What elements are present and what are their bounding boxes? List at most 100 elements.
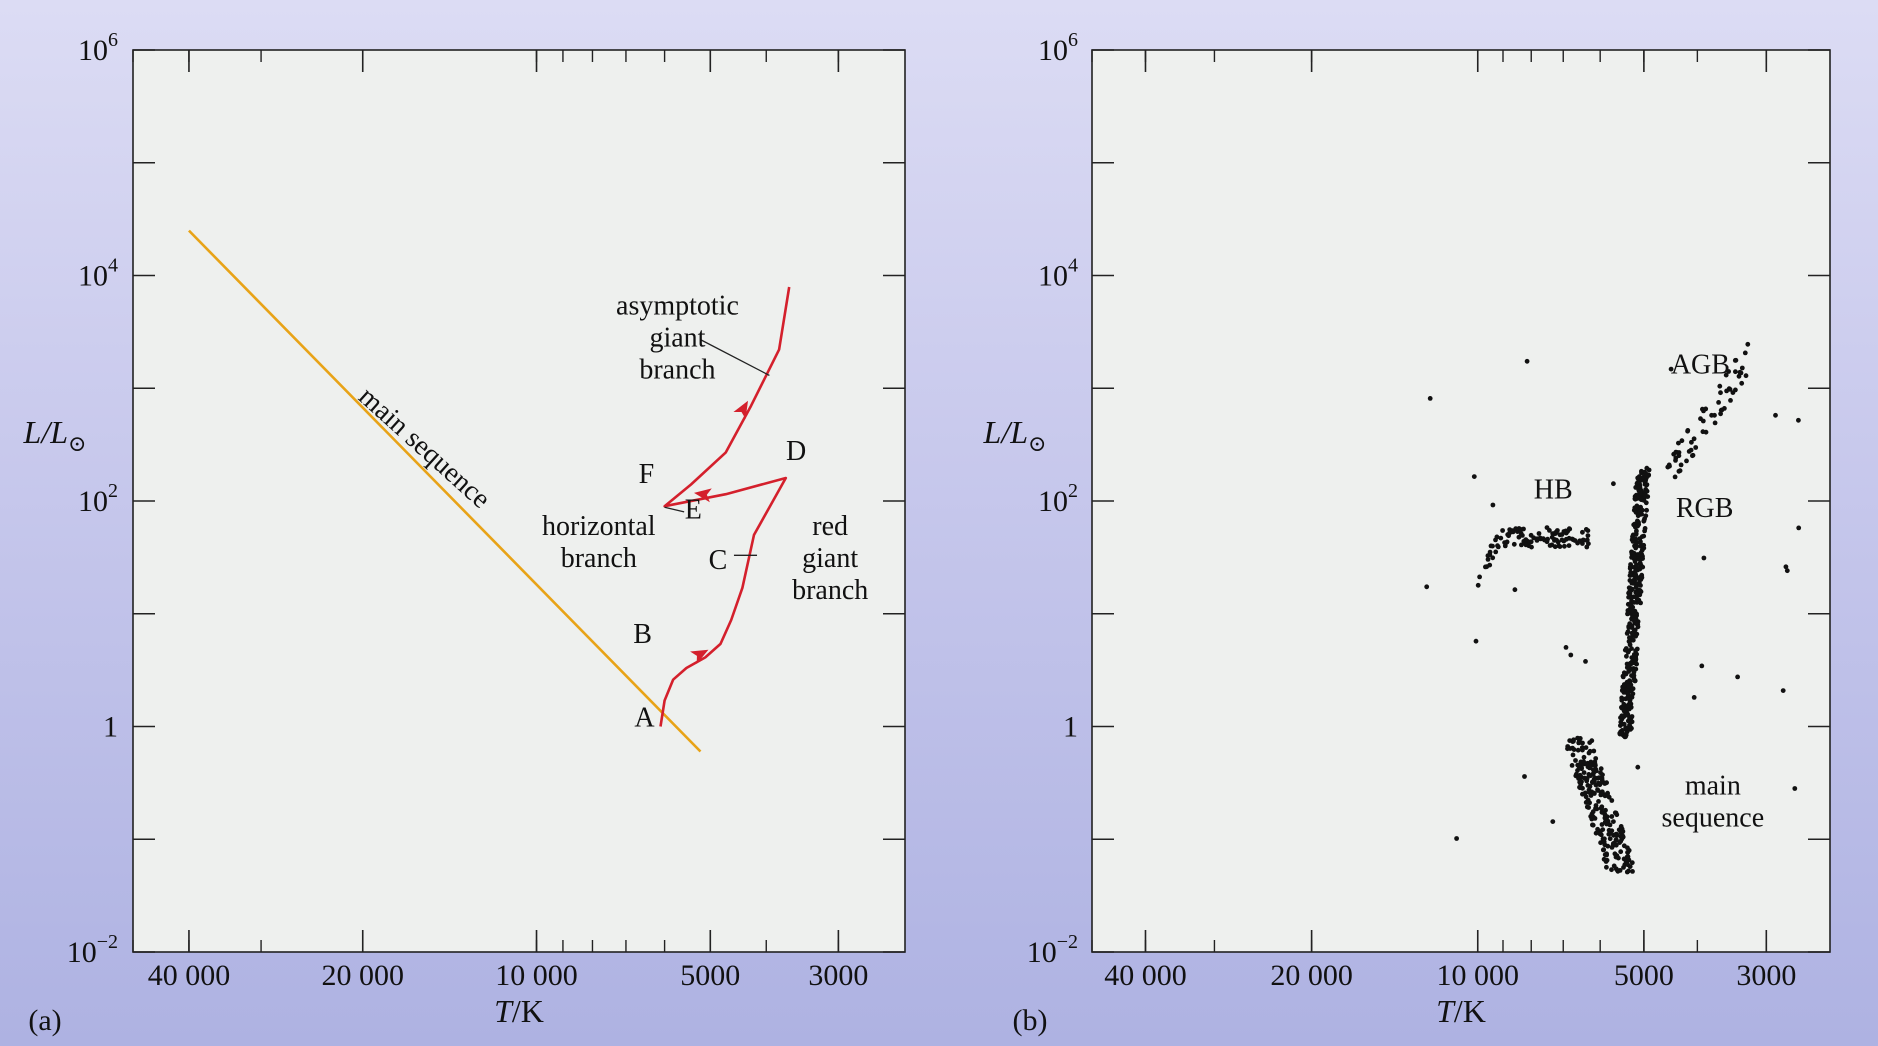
y-tick-label: 106 xyxy=(78,29,118,67)
scatter-point xyxy=(1628,603,1633,608)
scatter-point xyxy=(1511,541,1517,547)
scatter-point xyxy=(1519,542,1524,548)
scatter-point xyxy=(1618,849,1624,855)
scatter-point xyxy=(1583,659,1588,664)
scatter-point xyxy=(1588,773,1593,779)
scatter-point xyxy=(1567,738,1573,743)
scatter-point xyxy=(1596,799,1601,804)
scatter-point xyxy=(1609,814,1615,819)
scatter-point xyxy=(1601,839,1607,845)
scatter-point xyxy=(1623,734,1628,739)
scatter-point xyxy=(1643,513,1649,519)
scatter-point xyxy=(1592,761,1598,767)
scatter-point xyxy=(1607,836,1613,842)
scatter-point xyxy=(1634,651,1639,657)
annotation-label: B xyxy=(633,619,652,650)
scatter-point xyxy=(1563,536,1569,542)
scatter-point xyxy=(1701,555,1707,561)
scatter-point xyxy=(1730,390,1736,395)
scatter-point xyxy=(1563,645,1569,650)
scatter-point xyxy=(1598,840,1603,846)
scatter-point xyxy=(1624,653,1629,659)
y-tick-label: 10−2 xyxy=(67,931,118,969)
scatter-point xyxy=(1633,584,1639,590)
scatter-point xyxy=(1562,543,1567,549)
scatter-point xyxy=(1575,768,1580,773)
scatter-point xyxy=(1631,553,1637,559)
y-tick-label: 106 xyxy=(1038,29,1078,67)
scatter-point xyxy=(1582,775,1587,781)
scatter-point xyxy=(1580,791,1585,797)
annotation-label: red giant branch xyxy=(792,511,868,606)
track-arrowhead xyxy=(693,488,712,503)
scatter-point xyxy=(1679,438,1685,444)
x-tick-label: 3000 xyxy=(1736,959,1796,992)
annotation-label: HB xyxy=(1534,475,1573,506)
scatter-point xyxy=(1739,380,1745,386)
x-tick-label: 40 000 xyxy=(148,959,231,992)
scatter-point xyxy=(1611,863,1617,869)
scatter-point xyxy=(1587,790,1592,795)
scatter-point xyxy=(1424,584,1430,590)
scatter-point xyxy=(1627,585,1633,591)
scatter-point xyxy=(1577,538,1583,544)
scatter-point xyxy=(1574,771,1579,777)
panel-letter: (a) xyxy=(28,1004,61,1037)
scatter-point xyxy=(1796,417,1801,423)
scatter-point xyxy=(1632,678,1638,684)
annotation-label: main sequence xyxy=(1662,770,1765,833)
scatter-point xyxy=(1700,429,1706,435)
scatter-point xyxy=(1588,763,1594,768)
scatter-point xyxy=(1572,538,1578,543)
scatter-point xyxy=(1575,747,1581,753)
scatter-point xyxy=(1635,764,1641,770)
scatter-point xyxy=(1577,779,1583,785)
scatter-point xyxy=(1726,369,1731,374)
scatter-point xyxy=(1632,524,1638,530)
scatter-point xyxy=(1728,398,1733,403)
scatter-point xyxy=(1618,719,1624,725)
scatter-point xyxy=(1629,630,1635,636)
scatter-point xyxy=(1601,856,1607,862)
scatter-point xyxy=(1637,588,1643,594)
scatter-point xyxy=(1584,544,1590,550)
scatter-point xyxy=(1619,713,1625,719)
panel-letter: (b) xyxy=(1013,1004,1048,1037)
scatter-point xyxy=(1569,763,1575,768)
scatter-point xyxy=(1596,775,1602,781)
scatter-point xyxy=(1618,838,1624,844)
track-arrowhead xyxy=(733,400,749,420)
scatter-point xyxy=(1619,688,1625,693)
scatter-point xyxy=(1583,800,1589,805)
scatter-point xyxy=(1621,856,1627,862)
scatter-point xyxy=(1628,570,1634,576)
scatter-point xyxy=(1623,725,1629,731)
scatter-point xyxy=(1678,462,1684,468)
scatter-point xyxy=(1490,543,1495,549)
scatter-point xyxy=(1733,369,1738,375)
scatter-point xyxy=(1635,518,1640,524)
main-sequence-line xyxy=(188,229,702,753)
scatter-point xyxy=(1602,781,1608,786)
scatter-point xyxy=(1581,770,1587,775)
scatter-point xyxy=(1642,528,1647,534)
scatter-point xyxy=(1502,543,1508,549)
annotation-label: RGB xyxy=(1676,493,1734,524)
scatter-point xyxy=(1629,580,1635,586)
scatter-point xyxy=(1597,782,1603,788)
scatter-point xyxy=(1595,826,1600,832)
scatter-point xyxy=(1630,686,1636,692)
scatter-point xyxy=(1557,544,1563,549)
scatter-point xyxy=(1510,529,1516,535)
scatter-point xyxy=(1590,822,1596,828)
scatter-point xyxy=(1637,481,1642,486)
scatter-point xyxy=(1719,407,1725,413)
annotation-label: D xyxy=(786,436,806,467)
scatter-point xyxy=(1624,729,1630,735)
plot-frame xyxy=(1091,49,1831,953)
scatter-point xyxy=(1632,559,1638,565)
scatter-point xyxy=(1597,831,1603,837)
scatter-point xyxy=(1547,543,1553,548)
scatter-point xyxy=(1614,833,1620,838)
